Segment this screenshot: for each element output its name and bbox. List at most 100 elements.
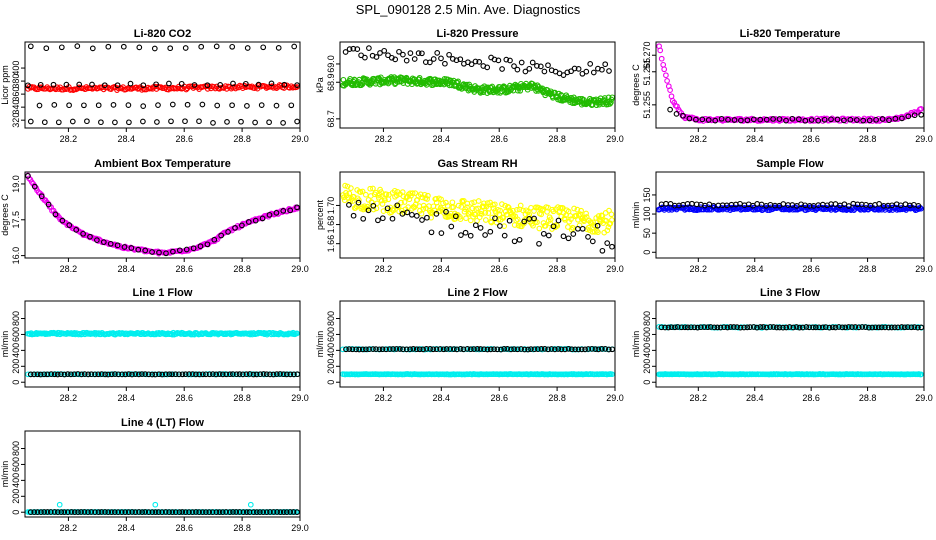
data-point <box>886 117 892 124</box>
data-point <box>440 200 446 207</box>
x-tick-label: 28.4 <box>746 393 764 403</box>
data-point <box>554 223 561 229</box>
data-point <box>121 244 128 250</box>
data-point <box>58 509 65 515</box>
data-point <box>504 346 511 352</box>
data-point <box>255 81 262 88</box>
data-point <box>140 103 147 109</box>
x-tick-label: 28.6 <box>490 393 508 403</box>
data-point <box>440 346 447 353</box>
x-tick-label: 29.0 <box>291 134 309 144</box>
data-point <box>501 346 508 352</box>
data-point <box>166 371 173 378</box>
data-point <box>845 203 852 209</box>
panel-li820temp: Li-820 Temperature degrees C 28.2 28.4 28.6 2… <box>631 28 933 144</box>
data-point <box>796 324 803 331</box>
y-tick-label: 600 <box>11 327 21 342</box>
data-point <box>232 225 238 231</box>
data-point <box>214 102 221 109</box>
data-points <box>25 172 300 257</box>
data-point <box>407 346 413 353</box>
data-point <box>51 102 58 108</box>
data-point <box>115 371 122 378</box>
y-tick-label: 1.68 <box>326 216 336 234</box>
data-point <box>521 220 527 227</box>
data-point <box>88 371 95 378</box>
data-points <box>656 43 925 124</box>
data-points <box>656 323 925 378</box>
data-point <box>671 99 678 106</box>
data-point <box>94 237 100 243</box>
data-point <box>280 371 287 378</box>
data-point <box>125 371 132 377</box>
data-point <box>236 371 243 377</box>
data-point <box>491 201 498 208</box>
data-point <box>419 50 425 57</box>
series-2 <box>27 371 301 378</box>
data-point <box>356 346 363 353</box>
data-point <box>744 324 751 331</box>
data-point <box>589 346 595 352</box>
plot-frame <box>24 41 301 129</box>
data-point <box>51 371 58 378</box>
data-point <box>578 207 584 214</box>
x-tick-label: 28.4 <box>118 134 136 144</box>
data-point <box>127 80 134 87</box>
data-point <box>593 228 600 234</box>
data-point <box>224 119 230 125</box>
data-point <box>509 213 516 220</box>
series-1 <box>342 45 612 78</box>
data-point <box>252 217 259 224</box>
x-tick-label: 29.0 <box>606 393 624 403</box>
data-point <box>842 324 849 331</box>
data-point <box>463 215 469 222</box>
data-point <box>149 249 155 255</box>
data-point <box>288 102 295 109</box>
plot-frame <box>655 171 925 259</box>
data-point <box>834 116 841 123</box>
y-tick-label: 69.0 <box>326 55 336 73</box>
x-tick-label: 28.2 <box>60 523 78 533</box>
data-point <box>193 509 199 515</box>
data-point <box>547 216 554 223</box>
x-tick-label: 28.6 <box>802 264 820 274</box>
data-point <box>102 371 108 378</box>
data-point <box>204 82 211 89</box>
data-point <box>263 330 269 337</box>
panel-title: Line 2 Flow <box>448 287 508 299</box>
data-point <box>443 346 450 352</box>
data-point <box>705 117 712 123</box>
data-point <box>107 240 114 247</box>
data-point <box>457 216 464 222</box>
data-point <box>54 371 61 378</box>
data-point <box>229 43 236 50</box>
y-tick-label: 0 <box>11 510 21 515</box>
data-point <box>169 101 176 108</box>
y-tick-label: 380 <box>11 74 21 89</box>
data-point <box>186 509 192 515</box>
data-point <box>202 371 209 378</box>
data-point <box>66 102 72 109</box>
data-point <box>448 210 454 217</box>
data-point <box>591 222 597 229</box>
x-tick-label: 28.4 <box>433 264 451 274</box>
data-point <box>179 509 186 515</box>
data-point <box>25 82 31 89</box>
data-point <box>362 191 369 198</box>
data-point <box>482 232 488 238</box>
data-point <box>258 102 265 108</box>
plot-frame <box>339 300 616 388</box>
data-point <box>525 208 531 215</box>
data-point <box>280 120 286 126</box>
data-point <box>382 197 388 204</box>
data-point <box>599 66 605 73</box>
series-0 <box>25 329 300 338</box>
series-2 <box>658 324 925 331</box>
y-axis-label: ml/min <box>631 202 641 229</box>
data-point <box>545 346 551 353</box>
x-tick-label: 28.2 <box>690 134 708 144</box>
data-point <box>731 117 738 123</box>
data-point <box>578 346 585 353</box>
data-point <box>58 44 65 51</box>
data-point <box>346 346 353 352</box>
